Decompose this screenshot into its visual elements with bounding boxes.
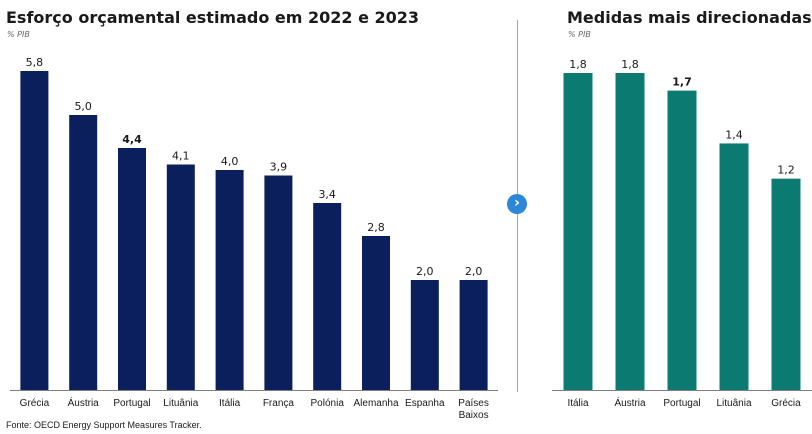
category-label: Áustria [68, 396, 100, 409]
bar-portugal [118, 148, 146, 390]
value-label: 1,4 [725, 128, 743, 141]
bar-portugal [667, 90, 697, 390]
left-chart: 5,8 Grécia 5,0 Áustria 4,4 Portugal 4,1 Lituâni… [10, 56, 498, 421]
value-label: 3,9 [270, 161, 288, 174]
source-note: Fonte: OECD Energy Support Measures Trac… [6, 420, 202, 430]
bar-lituânia [719, 143, 749, 390]
value-label: 1,2 [777, 164, 795, 177]
category-label: Polónia [311, 398, 345, 409]
value-label: 1,8 [569, 58, 587, 71]
category-label: Áustria [614, 396, 646, 409]
value-label: 2,8 [367, 221, 385, 234]
bar-países-baixos [459, 280, 488, 390]
value-label: 1,8 [621, 58, 639, 71]
bar-frança [264, 175, 293, 390]
category-label: Baixos [459, 410, 489, 421]
bar-grécia [771, 178, 801, 390]
left-chart-title: Esforço orçamental estimado em 2022 e 20… [6, 8, 420, 27]
value-label: 4,0 [221, 155, 239, 168]
bar-itália [215, 170, 244, 390]
bar-áustria [615, 73, 645, 390]
value-label: 2,0 [465, 265, 483, 278]
category-label: Espanha [405, 398, 445, 409]
category-label: Grécia [771, 398, 801, 409]
value-label: 4,4 [122, 133, 142, 146]
category-label: França [263, 398, 295, 409]
category-label: Itália [567, 398, 589, 409]
bar-alemanha [362, 236, 390, 390]
value-label: 1,7 [672, 76, 692, 89]
category-label: Portugal [113, 398, 150, 409]
bar-espanha [410, 280, 439, 390]
value-label: 2,0 [416, 265, 434, 278]
value-label: 5,0 [74, 100, 92, 113]
category-label: Itália [219, 398, 241, 409]
bar-polónia [313, 203, 342, 390]
left-chart-unit: % PIB [7, 30, 30, 39]
value-label: 4,1 [172, 150, 190, 163]
category-label: Lituânia [163, 398, 198, 409]
category-label: Lituânia [716, 398, 751, 409]
right-chart-title: Medidas mais direcionadas [567, 8, 812, 27]
chevron-right-icon: › [507, 194, 527, 214]
right-chart-unit: % PIB [568, 30, 591, 39]
bar-itália [563, 73, 593, 390]
value-label: 3,4 [318, 188, 336, 201]
category-label: Grécia [20, 398, 50, 409]
bar-áustria [69, 115, 98, 390]
bar-lituânia [166, 164, 195, 390]
bar-grécia [20, 71, 49, 390]
category-label: Portugal [663, 398, 700, 409]
value-label: 5,8 [26, 56, 44, 69]
category-label: Países [458, 398, 489, 409]
category-label: Alemanha [353, 398, 398, 409]
right-chart: 1,8 Itália 1,8 Áustria 1,7 Portugal 1,4 Lituâni… [552, 58, 812, 409]
